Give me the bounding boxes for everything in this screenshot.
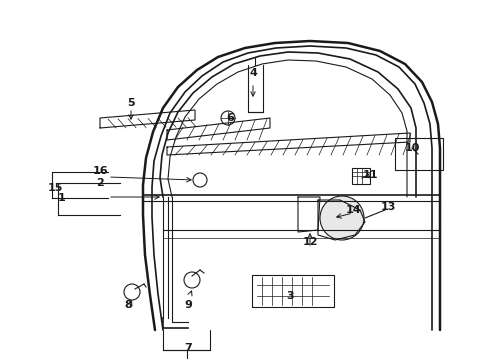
Text: 9: 9	[184, 300, 192, 310]
Circle shape	[221, 111, 235, 125]
FancyBboxPatch shape	[395, 138, 443, 170]
Circle shape	[124, 284, 140, 300]
Text: 5: 5	[127, 98, 135, 108]
Circle shape	[320, 196, 364, 240]
FancyBboxPatch shape	[352, 168, 370, 184]
Text: 15: 15	[48, 183, 63, 193]
Circle shape	[184, 272, 200, 288]
Text: 7: 7	[184, 343, 192, 353]
Circle shape	[193, 173, 207, 187]
Text: 14: 14	[345, 205, 361, 215]
Text: 8: 8	[124, 300, 132, 310]
Text: 16: 16	[92, 166, 108, 176]
Text: 2: 2	[96, 178, 104, 188]
Text: 6: 6	[226, 113, 234, 123]
Text: 10: 10	[404, 143, 420, 153]
Text: 13: 13	[380, 202, 396, 212]
Text: 12: 12	[302, 237, 318, 247]
Text: 4: 4	[249, 68, 257, 78]
Text: 11: 11	[362, 170, 378, 180]
FancyBboxPatch shape	[252, 275, 334, 307]
Text: 3: 3	[286, 291, 294, 301]
Text: 1: 1	[58, 193, 66, 203]
